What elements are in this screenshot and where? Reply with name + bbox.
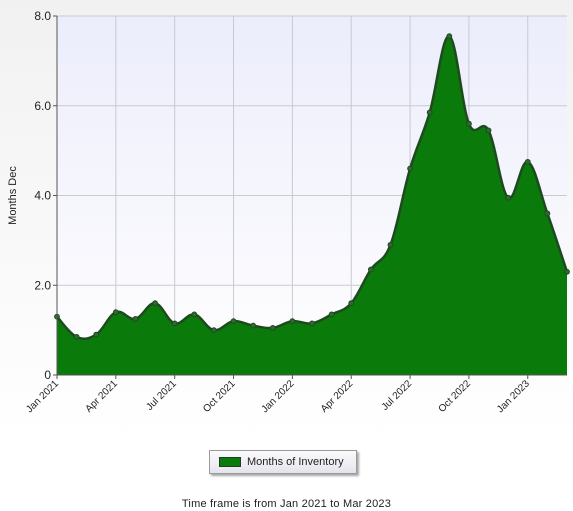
- data-point: [564, 268, 570, 275]
- data-point: [230, 318, 237, 325]
- data-point: [328, 311, 335, 318]
- data-point: [446, 33, 453, 40]
- timeframe-footer: Time frame is from Jan 2021 to Mar 2023: [181, 498, 392, 510]
- y-tick-label: 8.0: [34, 9, 51, 23]
- data-point: [466, 120, 472, 127]
- data-point: [544, 210, 551, 217]
- data-point: [348, 300, 355, 307]
- y-axis-ticks: 0 2.0 4.0 6.0 8.0: [34, 9, 57, 382]
- data-point: [289, 318, 296, 325]
- data-point: [152, 300, 158, 307]
- data-point: [269, 324, 276, 331]
- legend-label: Months of Inventory: [247, 456, 344, 468]
- data-point: [485, 127, 492, 134]
- data-point: [524, 158, 531, 165]
- y-tick-label: 0: [44, 368, 51, 382]
- data-point: [407, 165, 413, 172]
- data-point: [112, 309, 119, 316]
- area-line: [56, 34, 569, 340]
- area-series: [54, 33, 570, 375]
- data-point: [367, 266, 374, 273]
- data-point: [73, 333, 80, 340]
- data-point: [171, 320, 178, 327]
- data-point: [93, 331, 100, 338]
- data-point: [132, 316, 139, 322]
- data-point: [250, 322, 257, 329]
- legend: Months of Inventory: [209, 450, 357, 474]
- data-point: [191, 311, 198, 318]
- y-axis-title: Months Dec: [7, 166, 19, 225]
- y-tick-label: 2.0: [34, 278, 51, 292]
- area-fill: [57, 36, 567, 375]
- data-point: [426, 109, 433, 116]
- data-point: [505, 194, 512, 201]
- y-tick-label: 4.0: [34, 189, 51, 203]
- data-point: [211, 327, 217, 334]
- data-point: [309, 320, 315, 327]
- data-point: [387, 241, 394, 248]
- legend-swatch-icon: [219, 457, 241, 467]
- y-tick-label: 6.0: [34, 99, 51, 113]
